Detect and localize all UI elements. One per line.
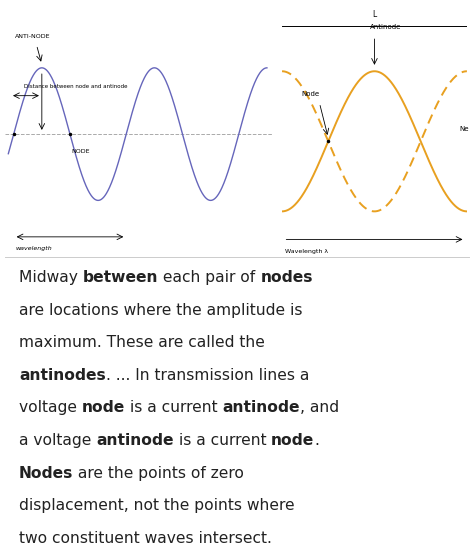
Text: L: L xyxy=(373,10,376,19)
Text: a voltage: a voltage xyxy=(19,433,96,448)
Text: nodes: nodes xyxy=(260,270,313,285)
Text: . ... In transmission lines a: . ... In transmission lines a xyxy=(106,368,309,383)
Text: are locations where the amplitude is: are locations where the amplitude is xyxy=(19,302,302,318)
Text: antinode: antinode xyxy=(223,401,300,415)
Text: ANTI-NODE: ANTI-NODE xyxy=(15,34,50,39)
Text: each pair of: each pair of xyxy=(158,270,260,285)
Text: Nе: Nе xyxy=(459,126,469,132)
Text: is a current: is a current xyxy=(173,433,271,448)
Text: Distance between node and antinode: Distance between node and antinode xyxy=(25,84,128,89)
Text: node: node xyxy=(82,401,125,415)
Text: Nodes: Nodes xyxy=(19,465,73,481)
Text: wavelength: wavelength xyxy=(16,246,52,251)
Text: Midway: Midway xyxy=(19,270,82,285)
Text: Node: Node xyxy=(302,91,320,97)
Text: antinodes: antinodes xyxy=(19,368,106,383)
Text: voltage: voltage xyxy=(19,401,82,415)
Text: displacement, not the points where: displacement, not the points where xyxy=(19,498,294,513)
Text: Antinode: Antinode xyxy=(370,24,401,30)
Text: , and: , and xyxy=(300,401,339,415)
Text: Wavelength λ: Wavelength λ xyxy=(285,250,328,255)
Text: NODE: NODE xyxy=(72,149,90,154)
Text: .: . xyxy=(314,433,319,448)
Text: node: node xyxy=(271,433,314,448)
Text: is a current: is a current xyxy=(125,401,223,415)
Text: are the points of zero: are the points of zero xyxy=(73,465,244,481)
Text: maximum. These are called the: maximum. These are called the xyxy=(19,335,265,350)
Text: two constituent waves intersect.: two constituent waves intersect. xyxy=(19,531,272,545)
Text: between: between xyxy=(82,270,158,285)
Text: antinode: antinode xyxy=(96,433,173,448)
